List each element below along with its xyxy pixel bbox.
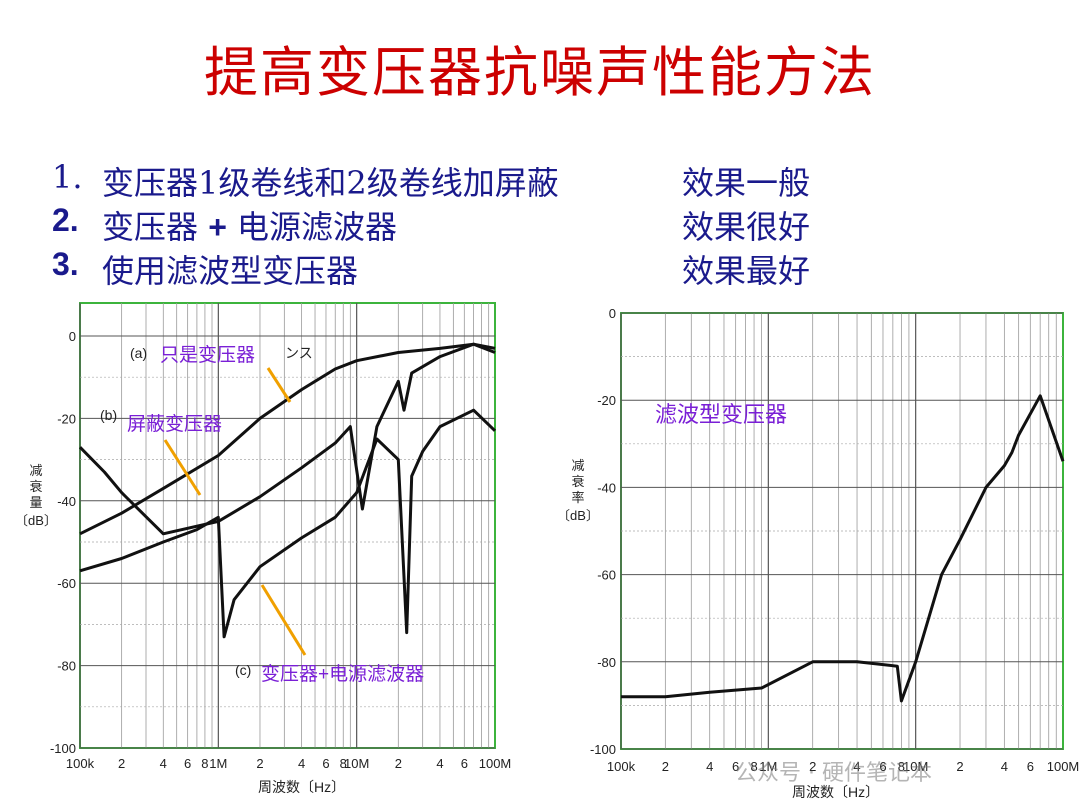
x-tick-label: 4 xyxy=(436,756,443,771)
chart1-series xyxy=(78,342,497,639)
method-item-3: 3. 使用滤波型变压器 效果最好 xyxy=(52,246,1052,290)
item-result: 效果最好 xyxy=(682,252,811,290)
x-tick-label: 6 xyxy=(184,756,191,771)
method-item-2: 2. 变压器 + 电源滤波器 效果很好 xyxy=(52,202,1052,246)
annotation-a-prefix: (a) xyxy=(130,345,147,361)
annotation-b-label: 屏蔽变压器 xyxy=(127,413,222,435)
y-tick-label: -20 xyxy=(57,411,76,426)
x-tick-label: 1M xyxy=(209,756,227,771)
item-number: 3. xyxy=(52,246,79,282)
chart2-x-label: 周波数〔Hz〕 xyxy=(792,784,879,800)
chart2-series xyxy=(621,394,1065,703)
y-tick-label: -100 xyxy=(50,741,76,756)
x-tick-label: 6 xyxy=(1027,759,1034,774)
annotation-a-jp: ンス xyxy=(285,345,313,361)
item-number: 1. xyxy=(52,158,83,196)
y-tick-label: -80 xyxy=(597,655,616,670)
x-tick-label: 4 xyxy=(1001,759,1008,774)
x-tick-label: 6 xyxy=(879,759,886,774)
annotation-a-label: 只是变压器 xyxy=(160,344,255,366)
series-line-1 xyxy=(79,342,496,536)
annotation-arrow-c xyxy=(260,584,307,656)
x-tick-label: 100M xyxy=(1047,759,1080,774)
annotation-c-label: 变压器+电源滤波器 xyxy=(261,663,424,685)
chart2-series-label: 滤波型变压器 xyxy=(655,402,787,427)
x-tick-label: 2 xyxy=(809,759,816,774)
x-tick-label: 2 xyxy=(395,756,402,771)
y-tick-label: -80 xyxy=(57,659,76,674)
annotation-arrow-b xyxy=(163,439,202,496)
item-text: 变压器1级卷线和2级卷线加屏蔽 xyxy=(102,164,559,202)
page-title: 提高变压器抗噪声性能方法 xyxy=(204,41,876,104)
x-tick-label: 4 xyxy=(853,759,860,774)
chart2-y-label: 减衰率〔dB〕 xyxy=(557,458,599,523)
series-line-1 xyxy=(621,394,1065,703)
x-tick-label: 8 xyxy=(201,756,208,771)
x-tick-label: 2 xyxy=(662,759,669,774)
y-tick-label: -60 xyxy=(597,568,616,583)
y-tick-label: -20 xyxy=(597,393,616,408)
item-result: 效果一般 xyxy=(682,164,811,202)
series-line-3 xyxy=(79,408,497,639)
x-tick-label: 100k xyxy=(607,759,636,774)
x-tick-label: 6 xyxy=(461,756,468,771)
annotation-b-prefix: (b) xyxy=(100,407,117,423)
annotation-c-prefix: (c) xyxy=(235,662,251,678)
x-tick-label: 8 xyxy=(750,759,757,774)
x-tick-label: 10M xyxy=(903,759,928,774)
x-tick-label: 4 xyxy=(160,756,167,771)
x-tick-label: 4 xyxy=(298,756,305,771)
y-tick-label: 0 xyxy=(609,306,616,321)
chart2-grid xyxy=(620,312,1063,750)
item-result: 效果很好 xyxy=(682,208,811,246)
x-tick-label: 2 xyxy=(956,759,963,774)
y-tick-label: 0 xyxy=(69,329,76,344)
x-tick-label: 8 xyxy=(340,756,347,771)
watermark: 公众号 · 硬件笔记本 xyxy=(735,761,932,786)
x-tick-label: 100M xyxy=(479,756,512,771)
x-tick-label: 2 xyxy=(256,756,263,771)
x-tick-label: 100k xyxy=(66,756,95,771)
y-tick-label: -40 xyxy=(597,480,616,495)
x-tick-label: 10M xyxy=(344,756,369,771)
x-tick-label: 6 xyxy=(322,756,329,771)
item-number: 2. xyxy=(52,202,79,238)
item-text-a: 变压器 xyxy=(102,208,209,246)
method-list: 1. 变压器1级卷线和2级卷线加屏蔽 效果一般 2. 变压器 + 电源滤波器 效… xyxy=(52,158,1052,290)
item-text-plus: + xyxy=(208,209,227,245)
x-tick-label: 6 xyxy=(732,759,739,774)
x-tick-label: 2 xyxy=(118,756,125,771)
x-tick-label: 1M xyxy=(759,759,777,774)
series-line-2 xyxy=(78,342,496,536)
item-text: 变压器 + 电源滤波器 xyxy=(102,202,397,248)
method-item-1: 1. 变压器1级卷线和2级卷线加屏蔽 效果一般 xyxy=(52,158,1052,202)
x-tick-label: 4 xyxy=(706,759,713,774)
item-text: 使用滤波型变压器 xyxy=(102,252,359,290)
chart1-grid xyxy=(79,303,495,749)
x-tick-label: 8 xyxy=(898,759,905,774)
item-text-b: 电源滤波器 xyxy=(226,208,398,246)
chart1-x-label: 周波数〔Hz〕 xyxy=(258,779,345,795)
chart1-y-label: 减衰量〔dB〕 xyxy=(15,463,57,528)
y-tick-label: -60 xyxy=(57,576,76,591)
annotation-arrow-a xyxy=(266,367,292,403)
y-tick-label: -100 xyxy=(590,742,616,757)
y-tick-label: -40 xyxy=(57,494,76,509)
